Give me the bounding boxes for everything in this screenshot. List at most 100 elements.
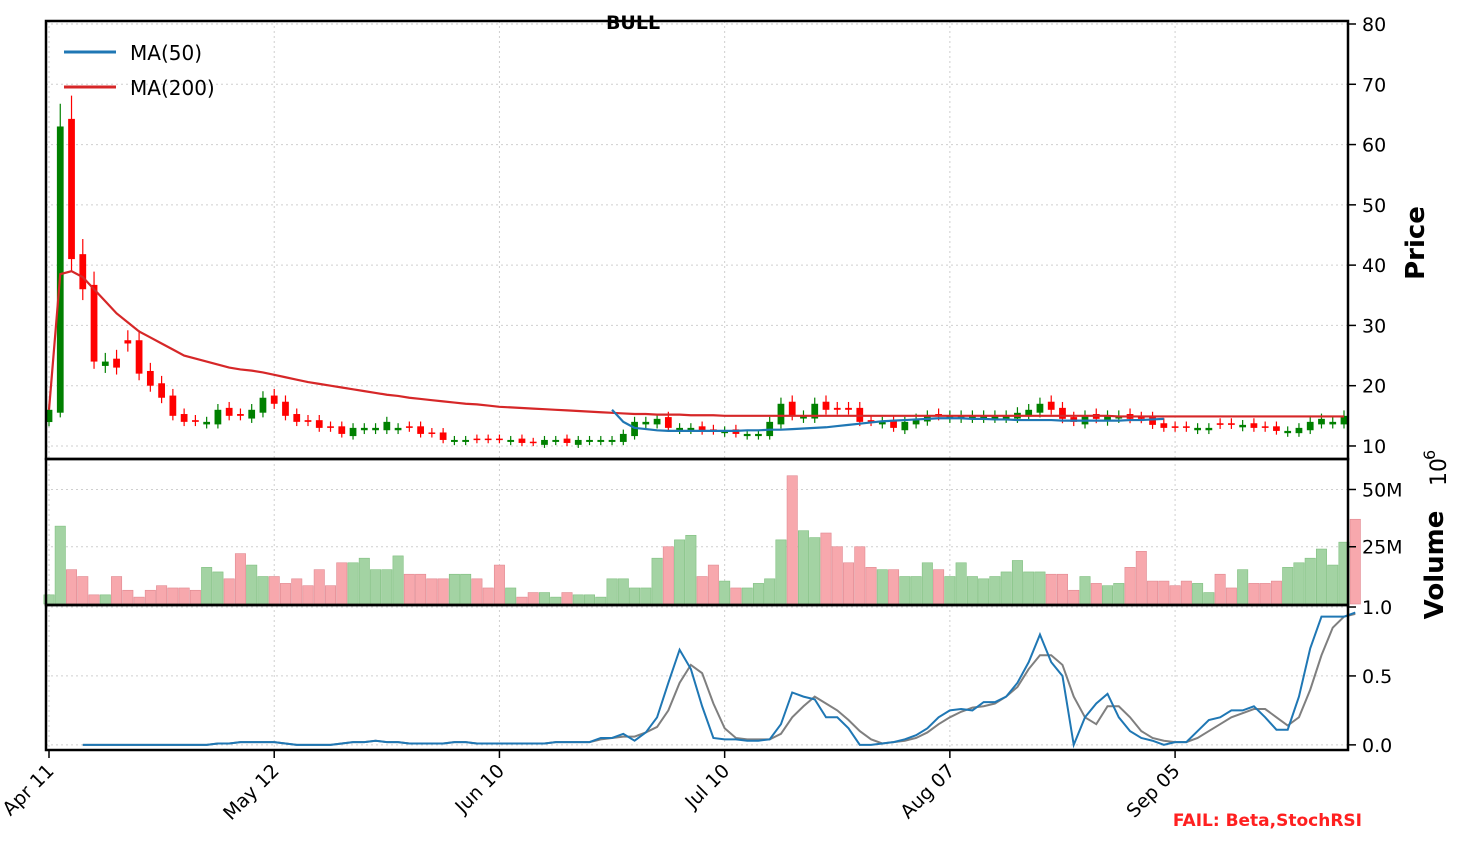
candle-body bbox=[496, 438, 503, 441]
volume-bar bbox=[246, 564, 258, 605]
price-tick-label: 30 bbox=[1362, 315, 1386, 337]
candle-body bbox=[563, 438, 571, 443]
candle-body bbox=[462, 439, 470, 442]
candle-body bbox=[541, 439, 548, 445]
volume-bar bbox=[1011, 560, 1023, 605]
candle-body bbox=[969, 415, 976, 419]
volume-bar bbox=[865, 567, 877, 605]
price-tick-label: 50 bbox=[1362, 195, 1386, 217]
volume-bar bbox=[752, 583, 764, 605]
volume-bar bbox=[1237, 569, 1249, 605]
candle-body bbox=[1047, 401, 1055, 410]
volume-bar bbox=[1248, 583, 1260, 605]
candle-body bbox=[101, 361, 109, 366]
volume-bar bbox=[1158, 580, 1170, 605]
price-tick-label: 40 bbox=[1362, 255, 1386, 277]
volume-bar bbox=[1124, 567, 1136, 605]
volume-bar bbox=[403, 573, 415, 605]
candle-body bbox=[1025, 409, 1033, 416]
candle-body bbox=[586, 439, 593, 442]
failure-note: FAIL: Beta,StochRSI bbox=[1173, 811, 1362, 831]
candle-body bbox=[214, 409, 222, 425]
volume-bar bbox=[268, 576, 280, 605]
volume-bar bbox=[460, 573, 472, 605]
volume-bar bbox=[1293, 562, 1305, 605]
candle-body bbox=[698, 426, 706, 431]
candle-body bbox=[653, 418, 661, 425]
volume-bar bbox=[1102, 585, 1114, 605]
candle-body bbox=[270, 395, 278, 404]
candle-body bbox=[867, 420, 875, 422]
candle-body bbox=[68, 118, 75, 260]
candle-body bbox=[90, 284, 98, 362]
stochrsi-panel-frame bbox=[44, 603, 1350, 752]
legend: MA(50) MA(200) bbox=[64, 41, 215, 100]
volume-bar bbox=[313, 569, 325, 605]
candle-body bbox=[473, 438, 481, 441]
volume-bar bbox=[370, 569, 382, 605]
volume-bar bbox=[347, 562, 359, 605]
candle-body bbox=[1273, 426, 1280, 431]
volume-bar bbox=[505, 587, 517, 605]
volume-bar bbox=[1349, 518, 1361, 605]
price-tick-label: 60 bbox=[1362, 135, 1386, 157]
candle-body bbox=[1306, 421, 1314, 431]
volume-bar bbox=[493, 564, 505, 605]
volume-bar bbox=[122, 589, 134, 605]
volume-bar bbox=[178, 587, 190, 605]
volume-bar bbox=[966, 576, 978, 605]
candle-body bbox=[1194, 427, 1201, 431]
candle-body bbox=[1228, 423, 1235, 425]
volume-bar bbox=[291, 578, 303, 605]
volume-bar bbox=[617, 578, 629, 605]
volume-bar bbox=[876, 569, 888, 605]
candle-body bbox=[349, 427, 357, 437]
candle-body bbox=[383, 421, 391, 431]
x-tick-label: Apr 11 bbox=[0, 760, 59, 820]
volume-bar bbox=[66, 569, 78, 605]
volume-bar bbox=[595, 596, 607, 605]
candle-body bbox=[248, 409, 256, 419]
candle-body bbox=[1318, 418, 1325, 425]
volume-bar bbox=[156, 585, 168, 605]
volume-bar bbox=[989, 576, 1001, 605]
candle-body bbox=[192, 420, 199, 422]
candle-body bbox=[79, 254, 87, 290]
volume-bar bbox=[426, 578, 438, 605]
volume-bar bbox=[415, 573, 427, 605]
volume-axis-title: Volume bbox=[1420, 511, 1450, 620]
stochrsi-d-line bbox=[82, 612, 1356, 746]
candle-body bbox=[315, 420, 323, 428]
volume-bar bbox=[584, 594, 596, 605]
volume-bar bbox=[336, 562, 348, 605]
volume-bar bbox=[77, 576, 89, 605]
candle-body bbox=[135, 340, 143, 374]
x-axis: Apr 11 May 12 Jun 10 Jul 10 Aug 07 Sep 05 bbox=[0, 750, 1185, 825]
volume-bar bbox=[392, 555, 404, 605]
volume-bar bbox=[899, 576, 911, 605]
volume-bar bbox=[1000, 571, 1012, 605]
volume-bar bbox=[381, 569, 393, 605]
volume-bar bbox=[572, 594, 584, 605]
volume-bar bbox=[674, 539, 686, 605]
volume-bar bbox=[1270, 580, 1282, 605]
stochrsi-tick-label: 1.0 bbox=[1362, 597, 1392, 619]
candle-body bbox=[755, 433, 762, 437]
price-axis-title: Price bbox=[1401, 206, 1431, 280]
volume-bar bbox=[88, 594, 100, 605]
volume-bar bbox=[707, 564, 719, 605]
candle-body bbox=[1059, 407, 1066, 419]
price-panel-frame bbox=[44, 19, 1350, 461]
volume-bar bbox=[201, 567, 213, 605]
volume-bar bbox=[471, 578, 483, 605]
stochrsi-k-line bbox=[82, 611, 1356, 749]
candle-body bbox=[518, 438, 526, 443]
price-tick-label: 80 bbox=[1362, 14, 1386, 36]
volume-bar bbox=[719, 580, 731, 605]
candle-body bbox=[743, 433, 751, 437]
candle-body bbox=[293, 414, 301, 422]
candle-body bbox=[451, 439, 458, 442]
candle-body bbox=[619, 433, 627, 442]
candle-body bbox=[721, 430, 729, 434]
volume-bar bbox=[955, 562, 967, 605]
